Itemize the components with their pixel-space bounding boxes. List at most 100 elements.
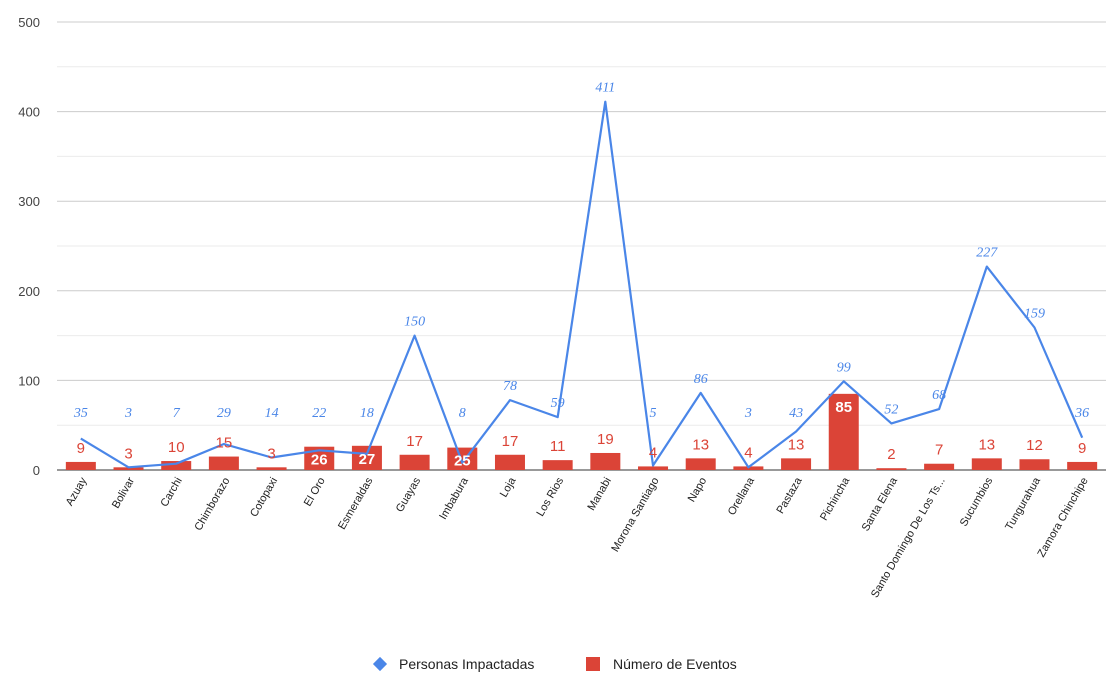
bar bbox=[924, 463, 955, 470]
bar-data-label: 85 bbox=[835, 399, 852, 416]
bar-data-label: 2 bbox=[887, 446, 895, 463]
x-tick-label: Pastaza bbox=[774, 475, 805, 516]
line-data-label: 36 bbox=[1074, 406, 1089, 421]
line-data-label: 43 bbox=[789, 406, 803, 421]
line-data-label: 52 bbox=[884, 402, 898, 417]
bar bbox=[590, 452, 621, 470]
bar bbox=[208, 456, 239, 470]
bar-data-label: 9 bbox=[1078, 440, 1086, 457]
y-tick-label: 0 bbox=[33, 463, 40, 478]
bar-data-label: 25 bbox=[454, 453, 471, 470]
bar bbox=[65, 461, 96, 470]
bar bbox=[971, 458, 1002, 470]
bar bbox=[256, 467, 287, 470]
x-tick-label: Los Rios bbox=[534, 475, 566, 518]
x-tick-label: Esmeraldas bbox=[336, 475, 376, 532]
x-tick-label: Tungurahua bbox=[1003, 475, 1043, 533]
line-series bbox=[80, 100, 1084, 469]
line-data-label: 86 bbox=[694, 372, 708, 387]
legend[interactable]: Personas Impactadas Número de Eventos bbox=[372, 656, 737, 672]
bar bbox=[638, 466, 669, 470]
bar-data-label: 7 bbox=[935, 442, 943, 459]
y-tick-label: 100 bbox=[18, 373, 40, 388]
line-data-label: 227 bbox=[976, 246, 998, 261]
line-data-label: 7 bbox=[173, 406, 181, 421]
line-data-label: 22 bbox=[312, 406, 326, 421]
bar-series bbox=[65, 393, 1098, 470]
bar bbox=[685, 458, 716, 470]
x-tick-label: Cotopaxi bbox=[248, 476, 280, 520]
y-tick-label: 300 bbox=[18, 194, 40, 209]
y-tick-label: 500 bbox=[18, 15, 40, 30]
bar-data-label: 4 bbox=[649, 444, 657, 461]
x-tick-label: Sucumbios bbox=[958, 475, 996, 529]
bar bbox=[1019, 459, 1050, 470]
bar-data-label: 17 bbox=[406, 433, 423, 450]
bar-data-label: 3 bbox=[267, 445, 275, 462]
y-axis: 0 100 200 300 400 500 bbox=[18, 15, 40, 478]
bar-data-label: 4 bbox=[744, 444, 752, 461]
x-tick-label: Morona Santiago bbox=[609, 476, 661, 555]
bar bbox=[161, 461, 192, 470]
y-tick-label: 200 bbox=[18, 284, 40, 299]
bar bbox=[1067, 461, 1098, 470]
line-data-label: 5 bbox=[650, 406, 657, 421]
x-tick-label: Pichincha bbox=[818, 475, 853, 523]
bar bbox=[828, 393, 859, 470]
x-tick-label: Imbabura bbox=[437, 475, 471, 522]
bar bbox=[876, 468, 907, 470]
bar-data-label: 19 bbox=[597, 431, 614, 448]
x-tick-label: Carchi bbox=[159, 476, 185, 510]
line-path bbox=[80, 100, 1084, 469]
y-tick-label: 400 bbox=[18, 105, 40, 120]
bar-data-label: 27 bbox=[359, 451, 376, 468]
x-tick-label: Orellana bbox=[726, 475, 758, 518]
x-axis: Azuay Bolivar Carchi Chimborazo Cotopaxi El O… bbox=[64, 475, 1091, 600]
x-tick-label: Guayas bbox=[394, 475, 424, 514]
line-data-label: 78 bbox=[503, 379, 517, 394]
line-data-label: 14 bbox=[265, 406, 279, 421]
bar-data-label: 3 bbox=[124, 445, 132, 462]
line-data-label: 59 bbox=[551, 396, 565, 411]
x-tick-label: Manabi bbox=[586, 476, 614, 513]
legend-item-eventos[interactable]: Número de Eventos bbox=[586, 656, 737, 672]
line-data-label: 29 bbox=[217, 406, 231, 421]
line-data-label: 150 bbox=[404, 315, 425, 330]
line-data-label: 18 bbox=[360, 406, 374, 421]
line-data-label: 3 bbox=[124, 406, 132, 421]
bar-data-label: 13 bbox=[692, 436, 709, 453]
bar-data-label: 17 bbox=[502, 433, 519, 450]
bar-data-label: 13 bbox=[788, 436, 805, 453]
bar-data-label: 13 bbox=[978, 436, 995, 453]
line-data-label: 411 bbox=[595, 81, 615, 96]
x-tick-label: Napo bbox=[686, 476, 710, 505]
bar-data-label: 10 bbox=[168, 439, 185, 456]
x-tick-label: Chimborazo bbox=[192, 476, 232, 533]
legend-label-personas: Personas Impactadas bbox=[399, 656, 534, 672]
legend-diamond-icon bbox=[372, 656, 388, 672]
x-tick-label: El Oro bbox=[302, 476, 328, 509]
x-tick-label: Zamora Chinchipe bbox=[1035, 476, 1090, 560]
line-data-label: 35 bbox=[73, 406, 88, 421]
grid bbox=[57, 21, 1106, 471]
line-data-label: 159 bbox=[1024, 307, 1045, 322]
x-tick-label: Santa Elena bbox=[860, 475, 901, 534]
bar-data-label: 12 bbox=[1026, 437, 1043, 454]
bar bbox=[542, 460, 573, 470]
bar bbox=[781, 458, 812, 470]
line-data-label: 8 bbox=[459, 406, 466, 421]
bar bbox=[399, 454, 430, 470]
bar bbox=[494, 454, 525, 470]
bar-data-label: 15 bbox=[216, 435, 233, 452]
bar-data-label: 26 bbox=[311, 452, 328, 469]
legend-square-icon bbox=[586, 657, 600, 671]
bar bbox=[351, 445, 382, 470]
line-data-label: 68 bbox=[932, 388, 946, 403]
x-tick-label: Loja bbox=[498, 475, 519, 500]
bar-data-label: 9 bbox=[77, 440, 85, 457]
legend-item-personas[interactable]: Personas Impactadas bbox=[372, 656, 534, 672]
x-tick-label: Bolivar bbox=[110, 475, 137, 510]
x-tick-label: Azuay bbox=[64, 475, 90, 508]
